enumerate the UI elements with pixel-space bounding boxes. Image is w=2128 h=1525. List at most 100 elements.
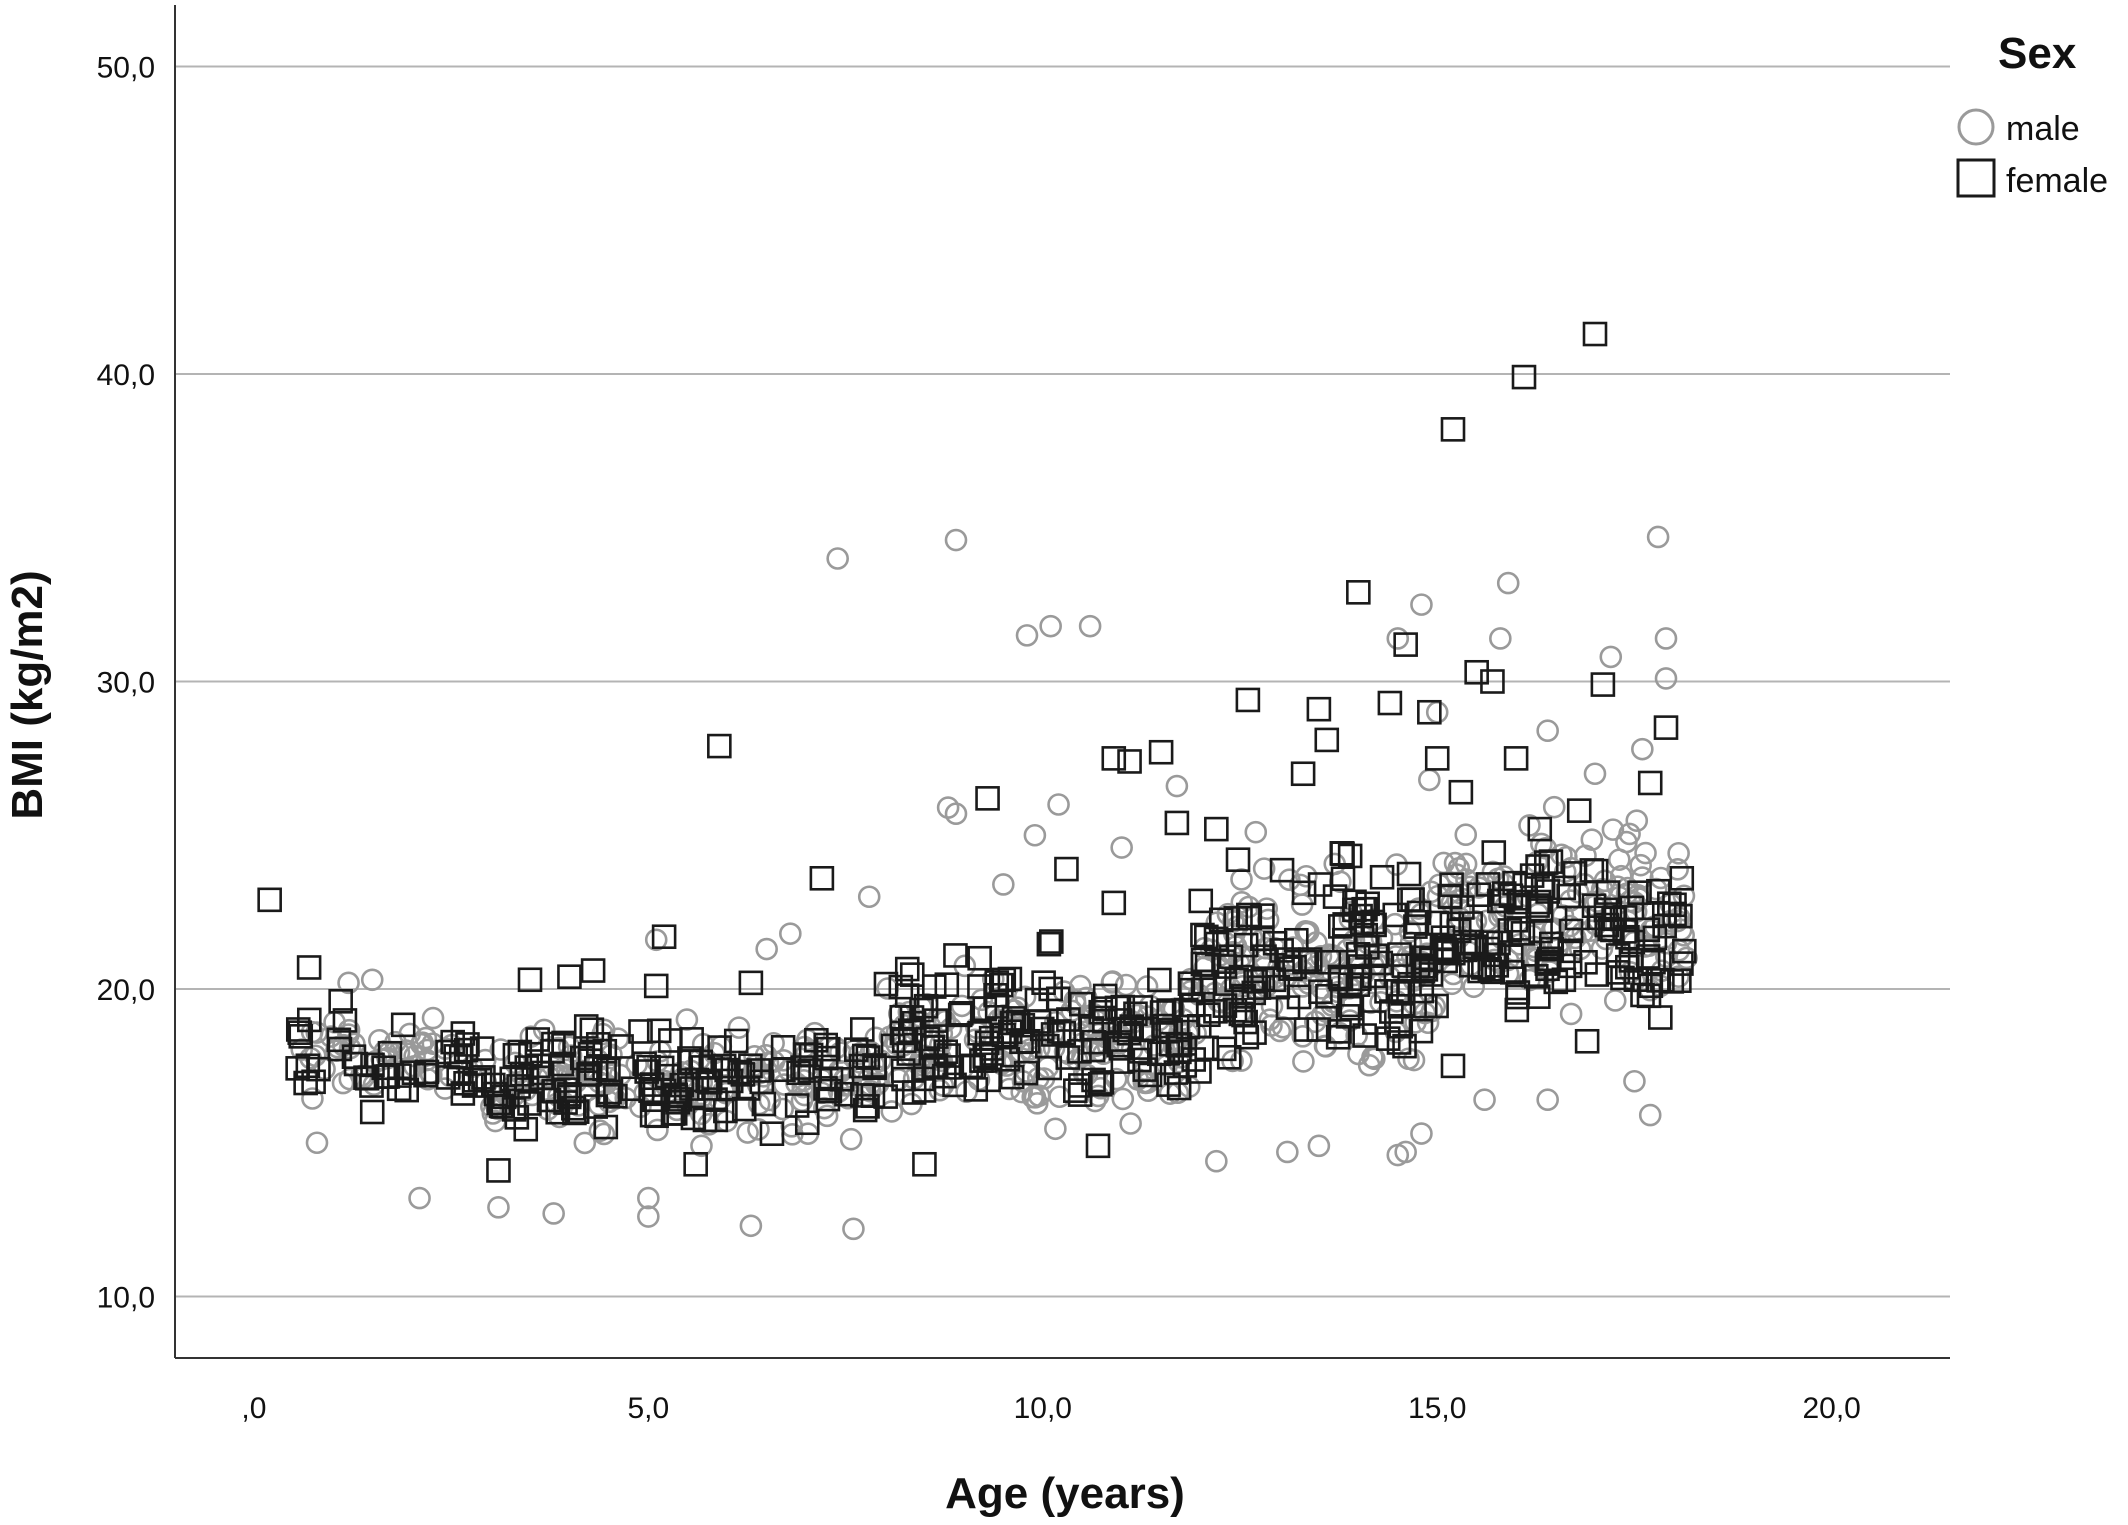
female-point [285, 1056, 310, 1081]
female-point [1648, 1005, 1673, 1030]
female-point [577, 1048, 603, 1073]
male-point [1496, 571, 1520, 595]
female-point [809, 865, 835, 891]
male-point [305, 1131, 329, 1155]
female-point [1498, 883, 1524, 909]
male-point [857, 885, 881, 909]
female-point [1190, 977, 1216, 1003]
female-point [1464, 659, 1489, 685]
legend-male-marker [1957, 108, 1995, 146]
male-point [1654, 667, 1678, 690]
female-point [1039, 929, 1064, 954]
male-point [1425, 700, 1449, 724]
female-point [1293, 1017, 1319, 1042]
female-point [1653, 715, 1679, 740]
female-point [536, 1087, 562, 1113]
male-point [944, 528, 968, 552]
female-point [1605, 960, 1631, 985]
female-point [1211, 949, 1236, 974]
male-point [1260, 1014, 1283, 1037]
male-point [1292, 1050, 1315, 1073]
female-point [285, 1017, 311, 1042]
female-point [1117, 749, 1142, 774]
male-point [1625, 809, 1649, 832]
female-point [1503, 746, 1529, 771]
female-point [1203, 999, 1228, 1024]
female-point [1566, 798, 1592, 823]
female-point [1046, 1019, 1072, 1044]
female-point [1346, 580, 1371, 605]
female-point [1045, 986, 1071, 1012]
female-point [1417, 699, 1442, 725]
male-point [690, 1134, 713, 1158]
female-point [991, 967, 1017, 993]
female-point [1526, 889, 1552, 915]
female-point [1196, 1002, 1221, 1028]
female-point [557, 964, 582, 990]
female-point [1504, 997, 1530, 1023]
female-point [731, 1096, 757, 1122]
female-point [1448, 779, 1474, 805]
female-point [1527, 816, 1553, 842]
female-point [328, 988, 353, 1014]
male-point [646, 1118, 669, 1142]
male-point [727, 1016, 751, 1039]
male-point [1363, 1047, 1386, 1071]
male-point [779, 922, 802, 945]
female-point [1519, 863, 1545, 888]
legend-female-label: female [2006, 162, 2108, 200]
male-point [1015, 624, 1039, 647]
male-point [1385, 853, 1408, 876]
female-point [975, 786, 1000, 811]
female-point [730, 1062, 756, 1087]
male-point [1667, 841, 1690, 865]
female-point [557, 1082, 582, 1107]
female-point [1627, 880, 1652, 905]
female-point [642, 1087, 667, 1113]
male-point [1078, 614, 1102, 638]
female-point [1525, 854, 1550, 879]
female-point [738, 970, 764, 996]
female-point [1480, 669, 1505, 694]
male-point [1111, 1087, 1135, 1111]
female-point [343, 1051, 369, 1077]
female-point [942, 1072, 967, 1098]
male-point [1010, 1080, 1034, 1104]
female-point [644, 1103, 669, 1129]
female-point [1158, 1017, 1183, 1043]
female-point [934, 972, 960, 997]
female-point [1600, 917, 1625, 943]
female-point [1165, 1032, 1191, 1058]
male-point [1607, 848, 1631, 871]
female-point [1291, 880, 1317, 906]
y-tick-label: 10,0 [97, 1282, 155, 1315]
female-point [1231, 983, 1256, 1009]
female-point [1650, 967, 1675, 993]
female-point [1459, 929, 1485, 955]
male-point [992, 873, 1015, 896]
female-point [564, 1099, 590, 1124]
female-point [502, 1042, 528, 1068]
female-point [1212, 993, 1238, 1018]
female-point [1112, 1017, 1138, 1043]
female-point [759, 1121, 785, 1147]
female-point [770, 1035, 796, 1060]
female-point [583, 1055, 609, 1081]
female-point [1579, 858, 1605, 883]
male-point [762, 1031, 785, 1055]
female-point [692, 1107, 718, 1133]
female-point [1362, 1010, 1387, 1035]
male-point [1230, 868, 1253, 891]
male-point [1291, 1025, 1315, 1048]
female-point [1339, 995, 1365, 1021]
female-point [1355, 935, 1380, 960]
male-point [1104, 1067, 1128, 1091]
male-point [1307, 1134, 1331, 1158]
male-point [839, 1127, 863, 1151]
x-tick-label: 10,0 [1014, 1392, 1072, 1425]
female-point [843, 1037, 869, 1062]
female-point [387, 1063, 412, 1088]
male-point [1278, 868, 1301, 892]
female-point [1307, 872, 1333, 897]
female-point [1290, 761, 1316, 787]
